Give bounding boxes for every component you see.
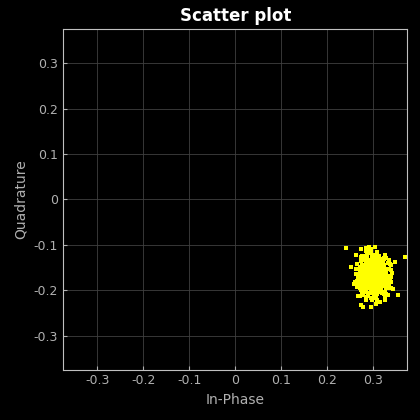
Channel 1	[360, 304, 365, 310]
Channel 1	[375, 274, 381, 279]
Channel 1	[370, 289, 375, 294]
Channel 1	[361, 272, 366, 277]
Channel 1	[375, 264, 380, 269]
Y-axis label: Quadrature: Quadrature	[14, 160, 28, 239]
Channel 1	[378, 274, 383, 279]
Channel 1	[380, 267, 385, 272]
Channel 1	[365, 255, 370, 260]
Channel 1	[366, 244, 371, 249]
Channel 1	[359, 268, 364, 273]
X-axis label: In-Phase: In-Phase	[206, 393, 265, 407]
Line: Channel 1: Channel 1	[344, 245, 407, 309]
Title: Scatter plot: Scatter plot	[179, 7, 291, 25]
